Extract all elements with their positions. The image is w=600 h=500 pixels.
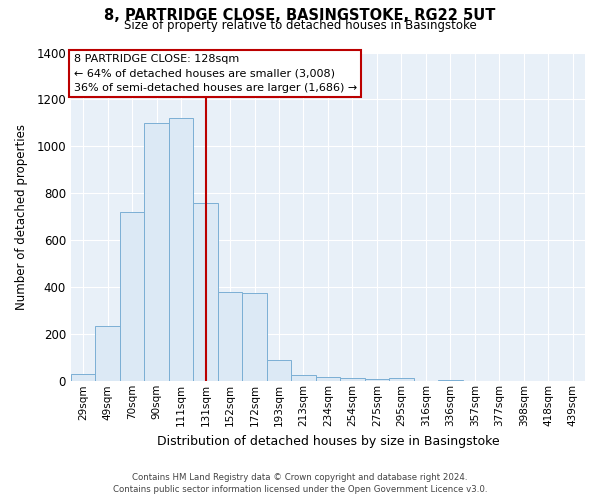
Text: 8, PARTRIDGE CLOSE, BASINGSTOKE, RG22 5UT: 8, PARTRIDGE CLOSE, BASINGSTOKE, RG22 5U… bbox=[104, 8, 496, 22]
Text: Size of property relative to detached houses in Basingstoke: Size of property relative to detached ho… bbox=[124, 19, 476, 32]
Y-axis label: Number of detached properties: Number of detached properties bbox=[15, 124, 28, 310]
Bar bbox=[389, 378, 413, 382]
Bar bbox=[169, 118, 193, 382]
Bar bbox=[438, 380, 463, 382]
Bar bbox=[365, 379, 389, 382]
Bar bbox=[193, 203, 218, 382]
Bar bbox=[242, 293, 267, 382]
Bar bbox=[71, 374, 95, 382]
Bar bbox=[267, 360, 291, 382]
Text: 8 PARTRIDGE CLOSE: 128sqm
← 64% of detached houses are smaller (3,008)
36% of se: 8 PARTRIDGE CLOSE: 128sqm ← 64% of detac… bbox=[74, 54, 357, 93]
Bar bbox=[291, 376, 316, 382]
Bar bbox=[218, 292, 242, 382]
Bar bbox=[340, 378, 365, 382]
Text: Contains HM Land Registry data © Crown copyright and database right 2024.
Contai: Contains HM Land Registry data © Crown c… bbox=[113, 472, 487, 494]
Bar bbox=[316, 376, 340, 382]
X-axis label: Distribution of detached houses by size in Basingstoke: Distribution of detached houses by size … bbox=[157, 434, 499, 448]
Bar bbox=[145, 123, 169, 382]
Bar bbox=[120, 212, 145, 382]
Bar bbox=[95, 326, 120, 382]
